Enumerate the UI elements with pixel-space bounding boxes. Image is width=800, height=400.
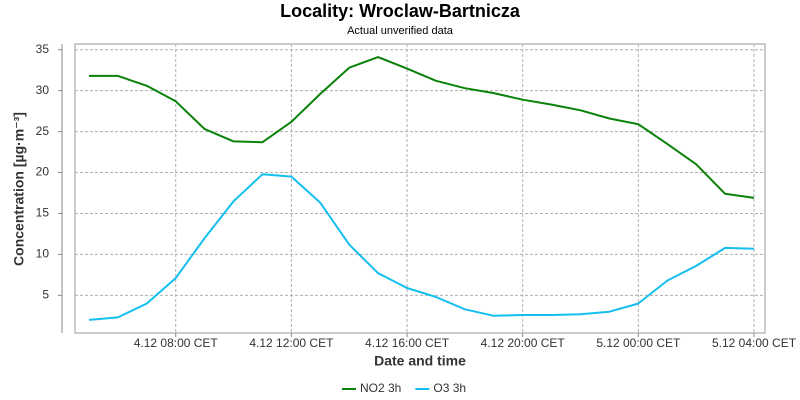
x-tick-label: 4.12 16:00 CET xyxy=(365,336,450,350)
x-tick-label: 5.12 04:00 CET xyxy=(712,336,797,350)
chart-subtitle: Actual unverified data xyxy=(347,25,454,37)
legend-label: O3 3h xyxy=(433,381,466,395)
y-tick-label: 15 xyxy=(36,206,50,220)
y-tick-label: 5 xyxy=(42,288,49,302)
y-tick-label: 30 xyxy=(36,83,50,97)
plot-frame xyxy=(74,43,766,334)
y-tick-label: 10 xyxy=(36,247,50,261)
x-tick-label: 4.12 08:00 CET xyxy=(134,336,219,350)
chart-title: Locality: Wroclaw-Bartnicza xyxy=(280,1,521,21)
y-tick-label: 20 xyxy=(36,165,50,179)
x-tick-label: 4.12 12:00 CET xyxy=(249,336,334,350)
x-tick-label: 4.12 20:00 CET xyxy=(481,336,566,350)
data-line xyxy=(89,56,755,199)
data-line xyxy=(88,173,755,321)
legend-label: NO2 3h xyxy=(360,381,401,395)
x-axis-title: Date and time xyxy=(374,353,466,369)
x-tick-label: 5.12 00:00 CET xyxy=(596,336,681,350)
y-tick-label: 25 xyxy=(36,124,50,138)
y-axis-title: Concentration [µg·m⁻³] xyxy=(11,112,27,266)
y-tick-label: 35 xyxy=(36,42,50,56)
